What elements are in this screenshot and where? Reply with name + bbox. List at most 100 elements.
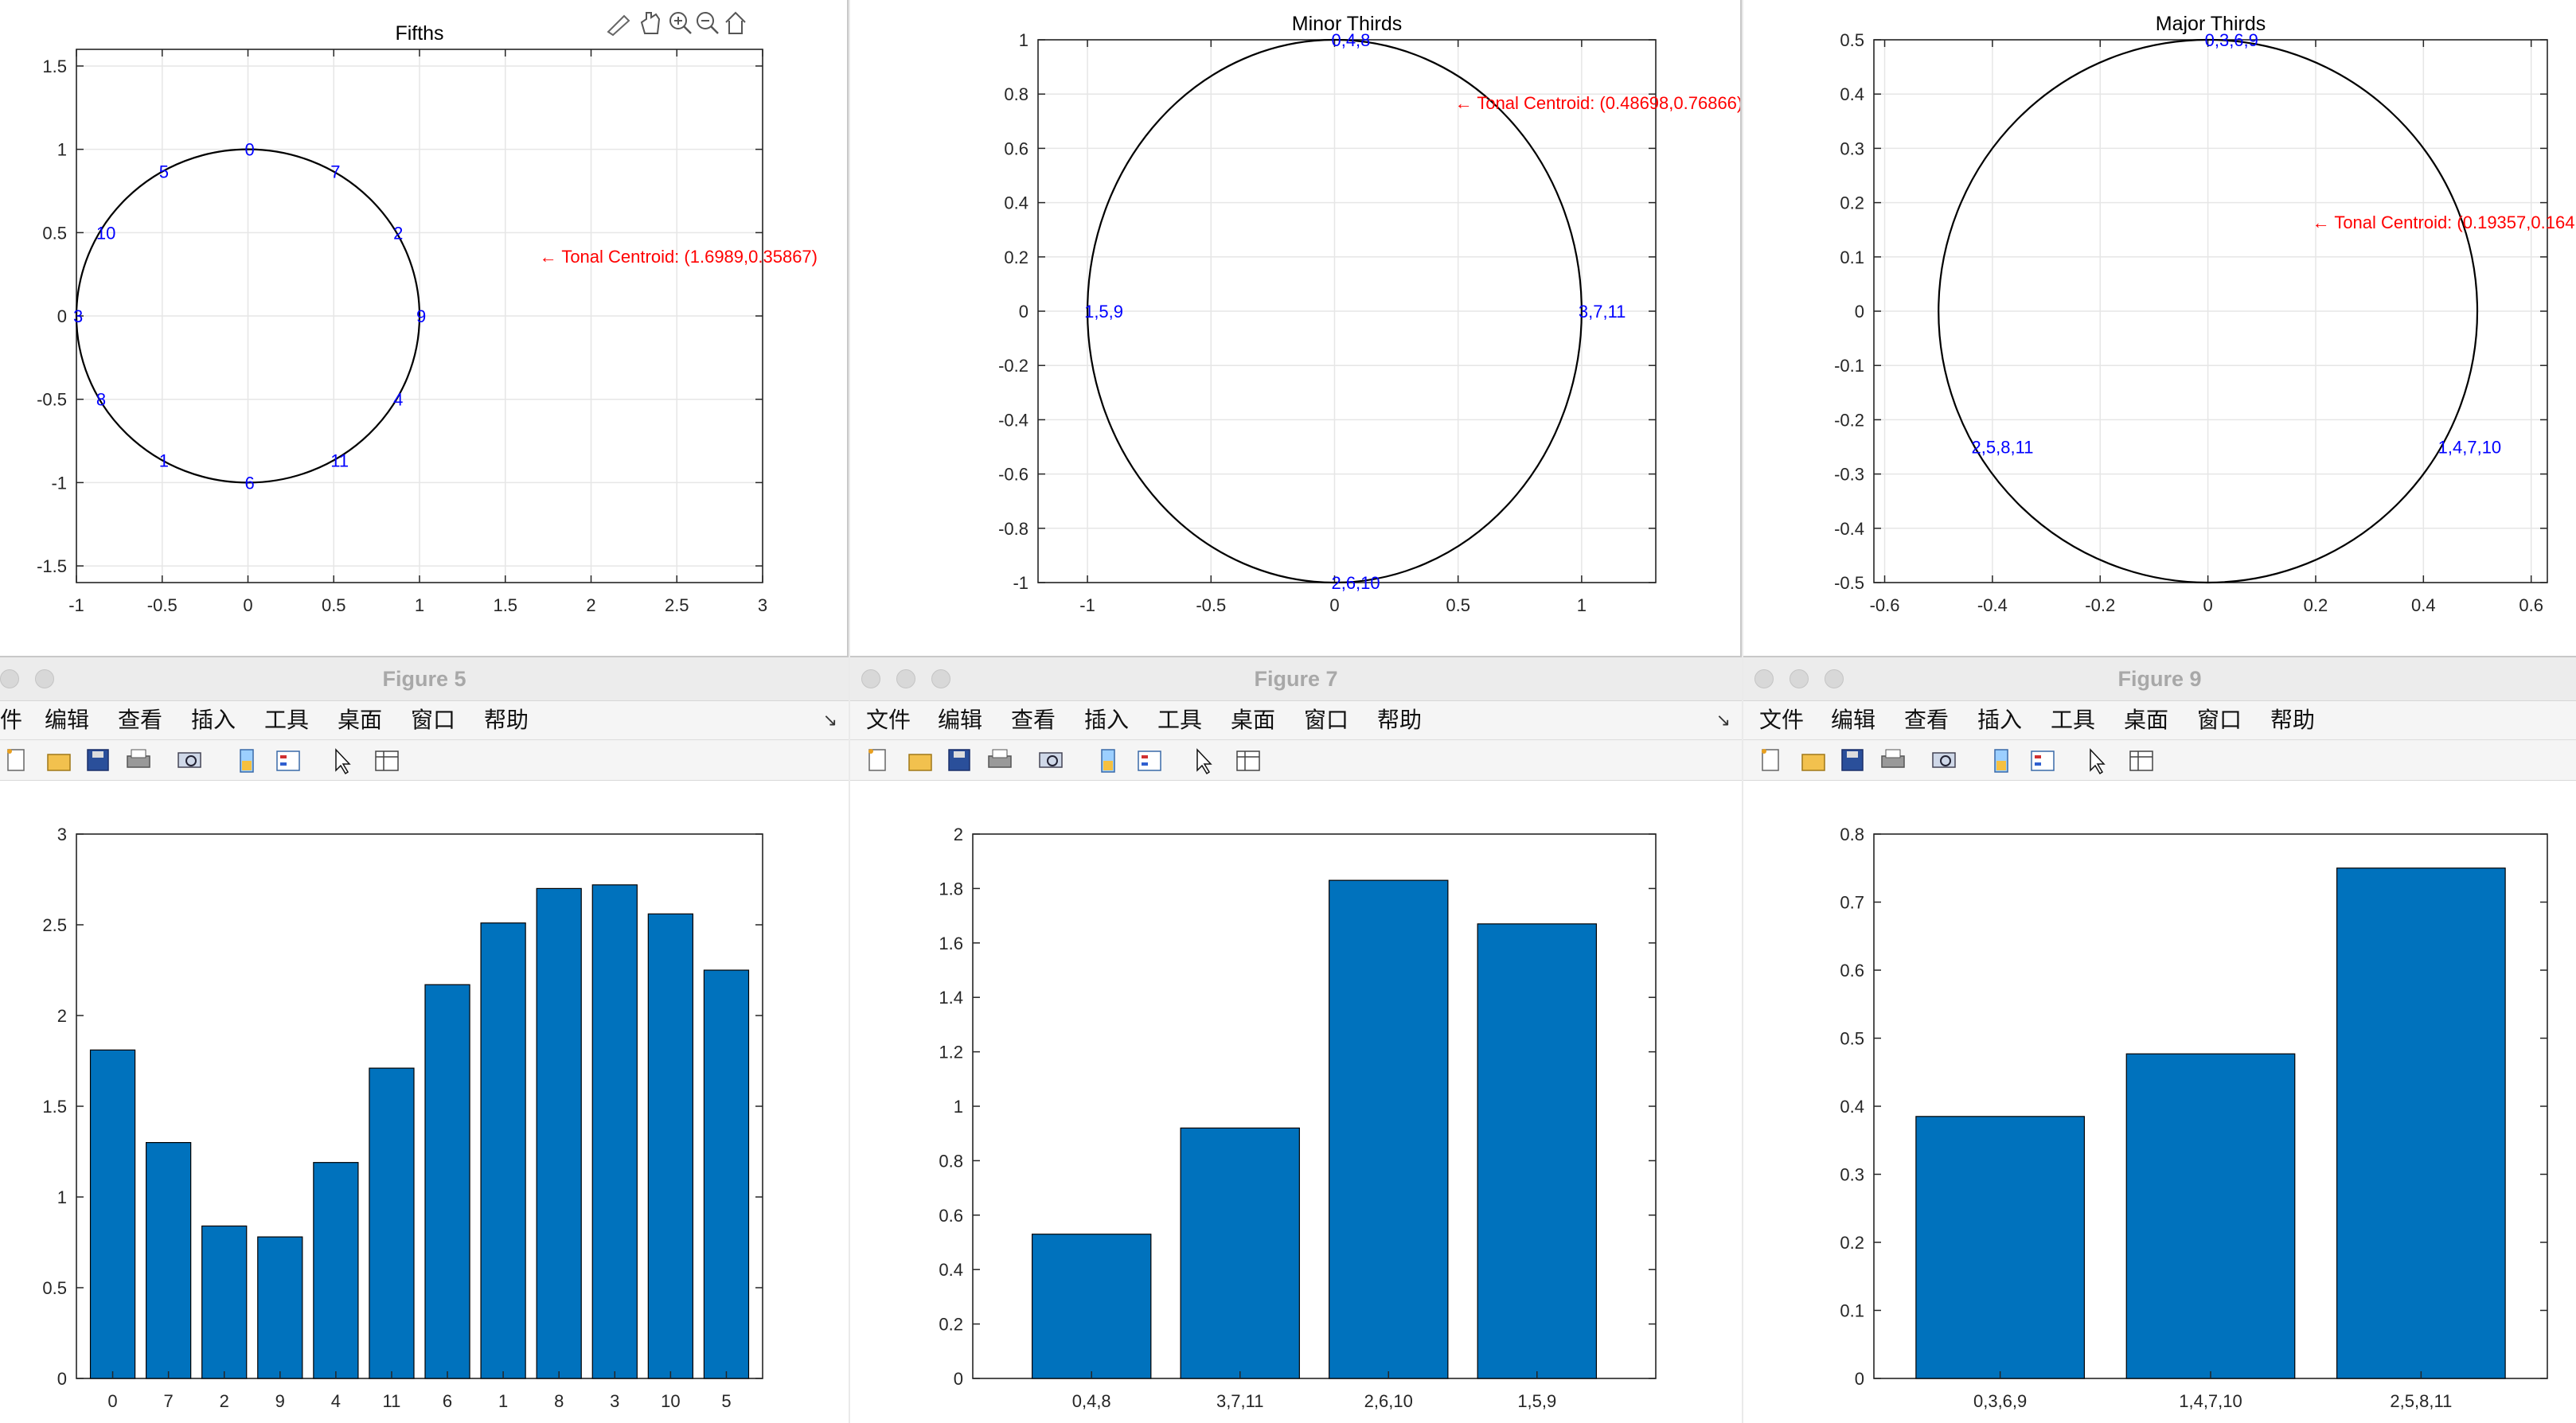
open-folder-icon[interactable] bbox=[908, 754, 932, 771]
pointer-icon[interactable] bbox=[2090, 748, 2106, 775]
title-bar[interactable]: Figure 7 bbox=[850, 657, 1742, 701]
link-plot-icon[interactable] bbox=[1994, 749, 2008, 773]
menu-tools[interactable]: 工具 bbox=[264, 708, 310, 732]
minimize-window-button[interactable] bbox=[896, 669, 915, 688]
property-inspector-icon[interactable] bbox=[1236, 750, 1260, 771]
y-tick-label: 2 bbox=[57, 1006, 67, 1026]
menu-view[interactable]: 查看 bbox=[1904, 708, 1950, 732]
close-window-button[interactable] bbox=[861, 669, 880, 688]
property-inspector-icon[interactable] bbox=[2129, 750, 2153, 771]
new-file-icon[interactable] bbox=[1762, 749, 1779, 771]
save-icon[interactable] bbox=[948, 749, 970, 771]
open-folder-icon[interactable] bbox=[47, 754, 71, 771]
fig9-bar-chart: 0 0.1 0.2 0.3 0.4 0.5 0.6 0.7 0.8 0,3,6,9 1,4,7,10… bbox=[1840, 825, 2548, 1411]
menu-help[interactable]: 帮助 bbox=[2270, 708, 2316, 732]
figure-window-7: Figure 7 文件 编辑 查看 插入 工具 桌面 窗口 帮助 ↘ 0 0.2 0… bbox=[850, 657, 1742, 1423]
save-icon[interactable] bbox=[1841, 749, 1864, 771]
point-label: 3 bbox=[73, 306, 83, 326]
zoom-in-icon[interactable] bbox=[669, 12, 692, 34]
y-tick-label: 1.6 bbox=[939, 934, 963, 953]
bar bbox=[313, 1162, 359, 1379]
menu-edit[interactable]: 编辑 bbox=[45, 708, 90, 732]
print-icon[interactable] bbox=[988, 749, 1012, 768]
point-label: 0,3,6,9 bbox=[2205, 30, 2258, 50]
x-tick-label: 2,6,10 bbox=[1364, 1391, 1413, 1411]
unit-circle bbox=[75, 148, 421, 484]
pointer-icon[interactable] bbox=[1196, 748, 1212, 775]
bar bbox=[2336, 867, 2506, 1379]
x-tick-label: 0.6 bbox=[2519, 595, 2543, 615]
y-tick-label: 1 bbox=[1019, 30, 1028, 50]
menu-file[interactable]: 件 bbox=[0, 708, 23, 732]
menu-help[interactable]: 帮助 bbox=[1377, 708, 1423, 732]
y-tick-label: 0.5 bbox=[42, 1278, 67, 1298]
x-tick-label: 1,5,9 bbox=[1517, 1391, 1556, 1411]
point-label: 4 bbox=[393, 390, 403, 410]
menu-desktop[interactable]: 桌面 bbox=[338, 708, 383, 732]
menu-tools[interactable]: 工具 bbox=[2051, 708, 2096, 732]
save-icon[interactable] bbox=[87, 749, 109, 771]
pointer-icon[interactable] bbox=[335, 748, 351, 775]
close-window-button[interactable] bbox=[1754, 669, 1774, 688]
insert-legend-icon[interactable] bbox=[276, 750, 300, 771]
menu-insert[interactable]: 插入 bbox=[1084, 708, 1130, 732]
bar bbox=[703, 969, 750, 1379]
close-window-button[interactable] bbox=[0, 669, 19, 688]
print-icon[interactable] bbox=[127, 749, 150, 768]
major-thirds-chart: -0.5 -0.4 -0.3 -0.2 -0.1 0 0.1 0.2 0.3 0.4 0.5 -0.6… bbox=[1834, 13, 2574, 615]
menu-file[interactable]: 文件 bbox=[866, 708, 911, 732]
x-tick-label: 2 bbox=[586, 595, 595, 615]
insert-legend-icon[interactable] bbox=[2031, 750, 2055, 771]
property-inspector-icon[interactable] bbox=[375, 750, 399, 771]
menu-tools[interactable]: 工具 bbox=[1157, 708, 1203, 732]
print-preview-icon[interactable] bbox=[1932, 752, 1956, 768]
menu-view[interactable]: 查看 bbox=[1011, 708, 1056, 732]
x-tick-label: -1 bbox=[1079, 595, 1095, 615]
zoom-window-button[interactable] bbox=[931, 669, 950, 688]
menu-window[interactable]: 窗口 bbox=[411, 708, 456, 732]
title-bar[interactable]: Figure 9 bbox=[1743, 657, 2576, 701]
menu-edit[interactable]: 编辑 bbox=[1831, 708, 1876, 732]
x-tick-label: 10 bbox=[661, 1391, 680, 1411]
link-plot-icon[interactable] bbox=[1101, 749, 1115, 773]
menu-insert[interactable]: 插入 bbox=[1977, 708, 2023, 732]
link-plot-icon[interactable] bbox=[240, 749, 254, 773]
print-preview-icon[interactable] bbox=[1039, 752, 1063, 768]
y-tick-label: -1.5 bbox=[37, 556, 67, 576]
y-tick-label: 1 bbox=[57, 140, 67, 160]
y-tick-label: -0.2 bbox=[1834, 410, 1864, 430]
minimize-window-button[interactable] bbox=[35, 669, 54, 688]
zoom-window-button[interactable] bbox=[1825, 669, 1844, 688]
menu-overflow-icon[interactable]: ↘ bbox=[822, 710, 837, 730]
insert-legend-icon[interactable] bbox=[1138, 750, 1161, 771]
title-bar[interactable]: Figure 5 bbox=[0, 657, 849, 701]
menu-desktop[interactable]: 桌面 bbox=[2124, 708, 2169, 732]
print-icon[interactable] bbox=[1881, 749, 1905, 768]
y-tick-label: 0.4 bbox=[1004, 193, 1028, 213]
zoom-out-icon[interactable] bbox=[697, 12, 719, 34]
y-tick-label: 0 bbox=[1855, 302, 1864, 322]
y-tick-label: 0.4 bbox=[1840, 1097, 1864, 1117]
open-folder-icon[interactable] bbox=[1801, 754, 1825, 771]
menu-desktop[interactable]: 桌面 bbox=[1231, 708, 1276, 732]
y-tick-label: -0.5 bbox=[37, 390, 67, 410]
menu-help[interactable]: 帮助 bbox=[484, 708, 529, 732]
minimize-window-button[interactable] bbox=[1790, 669, 1809, 688]
y-tick-label: 0.1 bbox=[1840, 1301, 1864, 1321]
home-icon[interactable] bbox=[725, 11, 746, 34]
menu-insert[interactable]: 插入 bbox=[191, 708, 236, 732]
menu-window[interactable]: 窗口 bbox=[1304, 708, 1349, 732]
pan-hand-icon[interactable] bbox=[640, 12, 661, 34]
brush-icon[interactable] bbox=[607, 14, 630, 37]
new-file-icon[interactable] bbox=[7, 749, 25, 771]
new-file-icon[interactable] bbox=[868, 749, 886, 771]
menu-edit[interactable]: 编辑 bbox=[938, 708, 983, 732]
menu-view[interactable]: 查看 bbox=[118, 708, 163, 732]
figure-window-minor-thirds: -1 -0.8 -0.6 -0.4 -0.2 0 0.2 0.4 0.6 0.8 1 -1 -0.5 0 0… bbox=[850, 0, 1742, 657]
bar bbox=[1915, 1116, 2085, 1379]
menu-window[interactable]: 窗口 bbox=[2197, 708, 2242, 732]
menu-overflow-icon[interactable]: ↘ bbox=[1715, 710, 1731, 730]
menu-file[interactable]: 文件 bbox=[1759, 708, 1805, 732]
bar bbox=[2125, 1053, 2296, 1379]
print-preview-icon[interactable] bbox=[178, 752, 201, 768]
